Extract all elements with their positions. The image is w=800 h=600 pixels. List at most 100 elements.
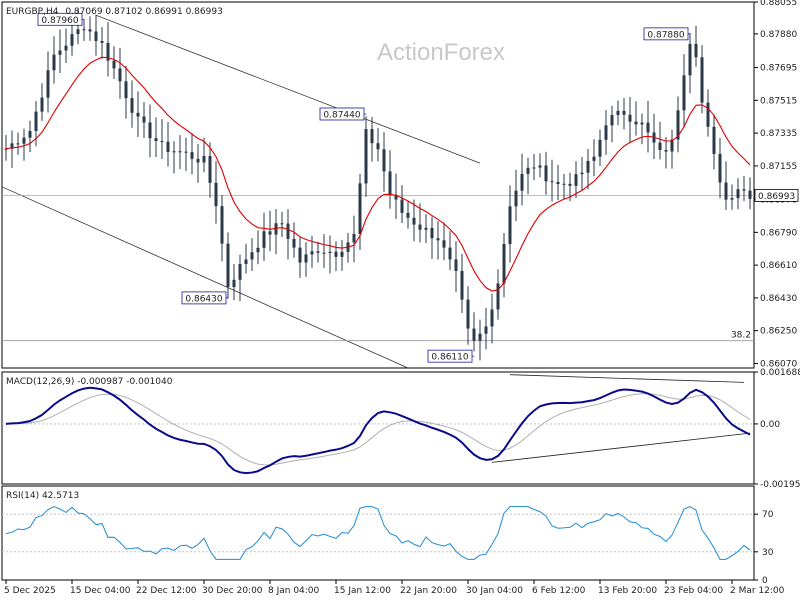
candle xyxy=(514,169,518,222)
candle-body xyxy=(742,189,746,191)
candle xyxy=(646,100,650,153)
candle xyxy=(712,114,716,170)
price-tick-label: 0.86250 xyxy=(760,327,797,337)
macd-tick-label: 0.00 xyxy=(760,420,780,430)
candle-body xyxy=(388,171,392,195)
candle xyxy=(382,132,386,192)
candle-body xyxy=(310,251,314,255)
time-tick-label: 22 Dec 12:00 xyxy=(136,586,197,596)
candle xyxy=(460,254,464,313)
candle xyxy=(484,307,488,350)
candle xyxy=(748,177,752,210)
candle-body xyxy=(658,142,662,151)
candle-body xyxy=(556,181,560,185)
current-price-label: 0.86993 xyxy=(758,192,795,202)
candle-body xyxy=(544,165,548,182)
candle xyxy=(238,254,242,302)
candle-body xyxy=(178,151,182,153)
candle xyxy=(370,116,374,162)
candle xyxy=(70,20,74,56)
candle xyxy=(322,234,326,268)
candle-body xyxy=(328,251,332,253)
candle xyxy=(730,184,734,210)
candle xyxy=(106,22,110,77)
candle-body xyxy=(70,34,74,46)
candle xyxy=(466,286,470,345)
candle xyxy=(622,97,626,130)
macd-tick-label: 0.001688 xyxy=(760,368,800,378)
macd-tick-label: -0.001953 xyxy=(760,480,800,490)
candle xyxy=(376,127,380,162)
candle-body xyxy=(142,116,146,123)
candle-body xyxy=(148,122,152,139)
time-tick-label: 8 Jan 04:00 xyxy=(268,586,320,596)
candle xyxy=(184,137,188,171)
candle-body xyxy=(190,152,194,159)
candle xyxy=(10,130,14,168)
candle xyxy=(508,185,512,263)
symbol-header: EURGBP,H4 0.87069 0.87102 0.86991 0.8699… xyxy=(6,7,223,17)
candle xyxy=(340,239,344,271)
candle xyxy=(592,139,596,177)
candle-body xyxy=(256,247,260,253)
candle-body xyxy=(532,167,536,169)
candle-body xyxy=(550,181,554,183)
candle xyxy=(550,159,554,202)
candle-body xyxy=(712,126,716,154)
current-price-box xyxy=(754,188,799,202)
candle xyxy=(538,153,542,178)
candle-body xyxy=(610,115,614,126)
price-annotation: 0.87960 xyxy=(37,12,84,26)
candle xyxy=(520,153,524,206)
candle-body xyxy=(628,114,632,122)
candle xyxy=(388,150,392,209)
candle-body xyxy=(226,243,230,288)
candle-body xyxy=(400,199,404,213)
annotation-label: 0.87440 xyxy=(323,110,360,120)
candle xyxy=(724,161,728,210)
candle-body xyxy=(670,139,674,152)
candle xyxy=(568,172,572,202)
time-tick-label: 15 Dec 04:00 xyxy=(70,586,131,596)
candle xyxy=(562,174,566,200)
price-tick-label: 0.87695 xyxy=(760,64,797,74)
candle xyxy=(406,201,410,229)
candle-body xyxy=(586,160,590,173)
candle xyxy=(82,19,86,41)
candle-body xyxy=(232,279,236,288)
candle-body xyxy=(706,102,710,127)
fib-level-label: 38.2 xyxy=(731,331,751,341)
candle-body xyxy=(4,148,8,150)
candle-body xyxy=(562,183,566,185)
rsi-layer xyxy=(2,506,754,560)
candle-body xyxy=(154,138,158,141)
candle-body xyxy=(676,110,680,140)
candle-body xyxy=(718,153,722,183)
candle xyxy=(532,154,536,181)
candle xyxy=(202,137,206,173)
candle xyxy=(64,28,68,64)
candle xyxy=(640,113,644,145)
candle xyxy=(208,142,212,198)
candle xyxy=(130,80,134,128)
candle-body xyxy=(526,167,530,174)
candle-body xyxy=(52,54,56,71)
annotation-label: 0.86110 xyxy=(431,353,468,363)
price-layer: 38.2 0.87960 0.87440 0.86430 0.86110 0.87880 xyxy=(1,8,754,369)
candle xyxy=(250,238,254,271)
price-tick-label: 0.87335 xyxy=(760,129,797,139)
macd-header: MACD(12,26,9) -0.000987 -0.001040 xyxy=(6,377,173,387)
candle-body xyxy=(250,252,254,260)
channel-lower-line xyxy=(1,186,409,369)
candle xyxy=(604,110,608,155)
candle-body xyxy=(454,259,458,271)
candle-body xyxy=(598,139,602,157)
rsi-tick-label: 30 xyxy=(762,548,774,558)
candle-body xyxy=(604,125,608,140)
candle xyxy=(610,105,614,143)
candle xyxy=(172,141,176,174)
candle xyxy=(418,203,422,243)
candle xyxy=(88,16,92,41)
candle-body xyxy=(568,183,572,186)
candle-body xyxy=(574,174,578,186)
